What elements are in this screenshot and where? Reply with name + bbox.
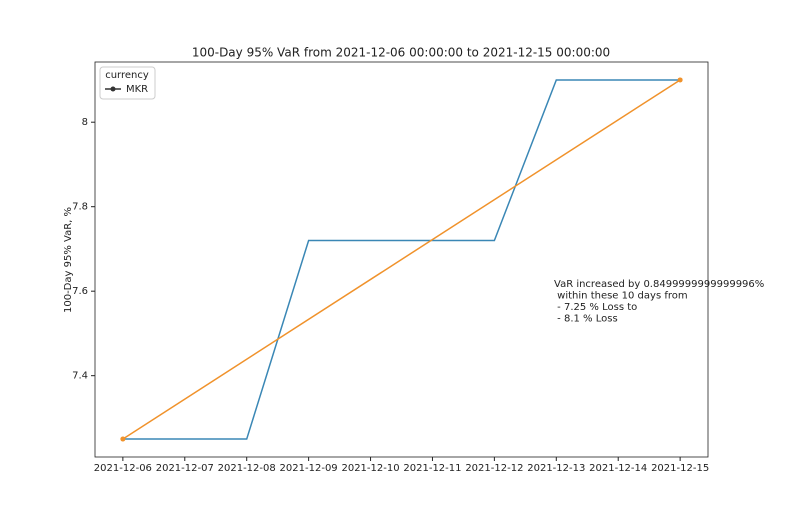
x-tick-label: 2021-12-11: [403, 463, 461, 474]
plot-frame: [94, 61, 709, 458]
legend-label: MKR: [126, 84, 148, 95]
legend-marker: [110, 86, 116, 92]
x-tick-label: 2021-12-10: [341, 463, 399, 474]
annotation: within these 10 days from: [554, 291, 688, 302]
x-tick-label: 2021-12-06: [94, 463, 152, 474]
x-tick-label: 2021-12-15: [651, 463, 709, 474]
x-tick-label: 2021-12-07: [156, 463, 214, 474]
chart-title: 100-Day 95% VaR from 2021-12-06 00:00:00…: [192, 46, 610, 60]
trend-line: [122, 79, 681, 440]
y-tick-label: 7.6: [72, 286, 88, 297]
x-tick-label: 2021-12-14: [589, 463, 647, 474]
trend-point: [677, 77, 683, 83]
y-tick-label: 7.8: [72, 202, 88, 213]
annotation: - 8.1 % Loss: [554, 314, 618, 325]
y-axis-label: 100-Day 95% VaR, %: [63, 207, 74, 313]
y-tick-label: 7.4: [72, 371, 88, 382]
x-tick-label: 2021-12-09: [280, 463, 338, 474]
annotation: VaR increased by 0.8499999999999996%: [554, 279, 764, 290]
annotation: - 7.25 % Loss to: [554, 302, 637, 313]
series-line: [122, 79, 681, 440]
x-tick-label: 2021-12-13: [527, 463, 585, 474]
legend-title: currency: [105, 70, 149, 81]
x-tick-label: 2021-12-08: [218, 463, 276, 474]
y-tick-label: 8: [82, 117, 88, 128]
trend-point: [120, 436, 126, 442]
x-tick-label: 2021-12-12: [465, 463, 523, 474]
